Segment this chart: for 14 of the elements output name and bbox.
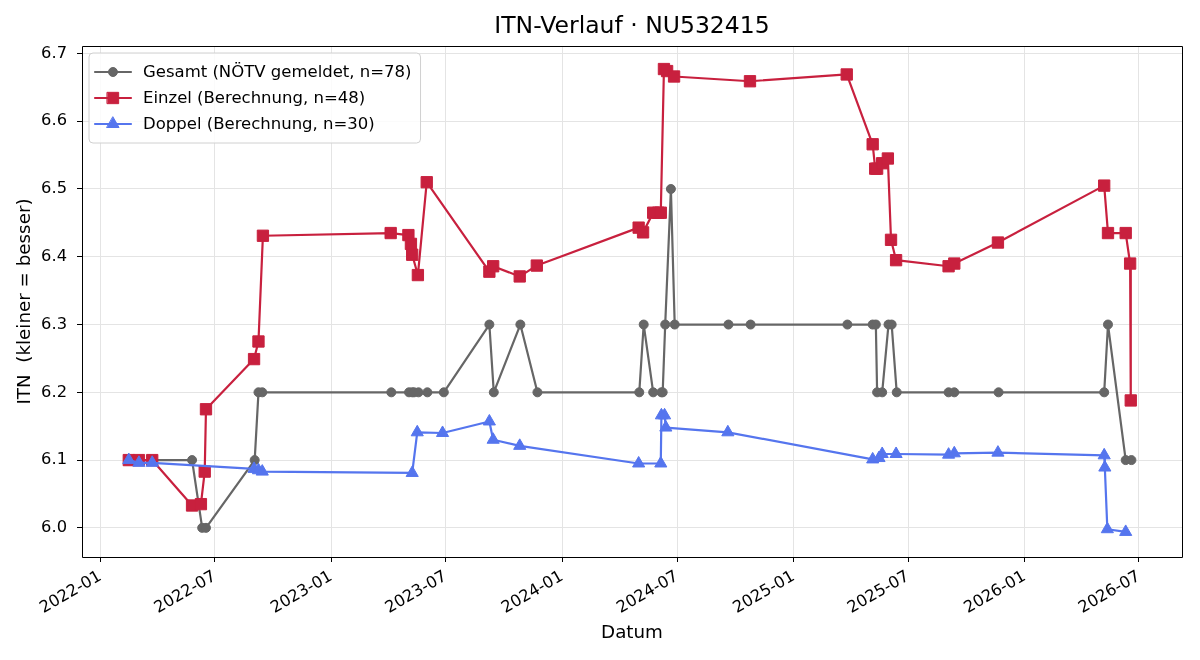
y-tick-label: 6.6 — [41, 110, 67, 130]
y-tick-label: 6.0 — [41, 517, 67, 537]
y-axis-title: ITN (kleiner = besser) — [12, 198, 34, 405]
legend-label: Einzel (Berechnung, n=48) — [143, 88, 366, 108]
y-tick-label: 6.3 — [41, 313, 67, 333]
y-tick-label: 6.2 — [41, 381, 67, 401]
y-tick-label: 6.4 — [41, 246, 67, 265]
chart-title: ITN-Verlauf · NU532415 — [494, 11, 770, 40]
x-axis-title: Datum — [601, 620, 663, 642]
y-tick-label: 6.5 — [41, 178, 67, 198]
y-tick-label: 6.7 — [41, 42, 67, 62]
legend-label: Doppel (Berechnung, n=30) — [143, 114, 375, 134]
legend-label: Gesamt (NÖTV gemeldet, n=78) — [143, 62, 412, 82]
y-tick-label: 6.1 — [41, 449, 67, 469]
